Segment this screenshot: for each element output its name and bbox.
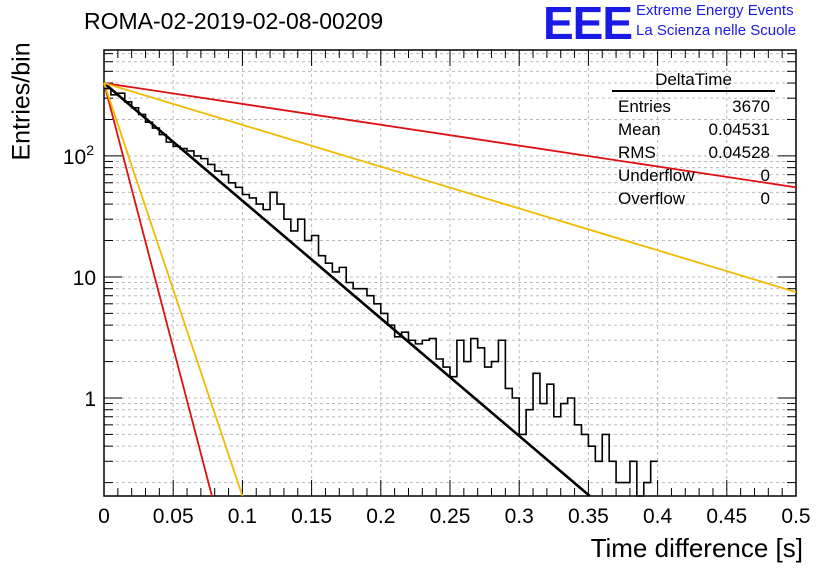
y-tick-labels: 1 10 102 (63, 142, 96, 411)
fit-line-black (103, 82, 591, 497)
fit-line-yellow-fast (103, 82, 244, 497)
x-tick-labels: 0 0.05 0.1 0.15 0.2 0.25 0.3 0.35 0.4 0.45 0.5 (98, 505, 810, 528)
fit-line-red-slow (103, 82, 797, 189)
stats-row: Overflow 0 (612, 187, 780, 210)
stats-row: Underflow 0 (612, 164, 780, 187)
stats-box: DeltaTime Entries 3670 Mean 0.04531 RMS 0.0… (612, 70, 780, 210)
fit-line-red-fast (103, 82, 213, 497)
stats-value: 0.04531 (708, 120, 770, 139)
stats-label: RMS (618, 143, 656, 162)
x-tick-label: 0.2 (366, 505, 395, 528)
y-tick-label: 102 (63, 142, 94, 169)
fit-line-yellow-slow (103, 82, 797, 293)
x-tick-label: 0.5 (781, 505, 810, 528)
x-tick-label: 0.15 (291, 505, 332, 528)
fit-curves (103, 82, 797, 497)
stats-row: RMS 0.04528 (612, 141, 780, 164)
stats-title: DeltaTime (612, 70, 775, 92)
axis-ticks (103, 50, 797, 496)
x-tick-label: 0.1 (228, 505, 257, 528)
x-tick-label: 0.35 (568, 505, 609, 528)
x-axis-label: Time difference [s] (590, 533, 803, 563)
run-title: ROMA-02-2019-02-08-00209 (84, 8, 384, 34)
stats-row: Entries 3670 (612, 95, 780, 118)
stats-value: 0 (760, 189, 770, 208)
stats-value: 3670 (732, 97, 770, 116)
grid-lines (104, 50, 796, 496)
x-tick-label: 0.3 (505, 505, 534, 528)
y-axis-label: Entries/bin (7, 42, 36, 161)
stats-label: Underflow (618, 166, 695, 185)
logo-line-1: Extreme Energy Events (636, 2, 794, 19)
x-tick-label: 0 (98, 505, 110, 528)
eee-logo: EEE (543, 0, 633, 49)
stats-label: Mean (618, 120, 661, 139)
y-tick-label: 10 (73, 267, 96, 290)
logo-line-2: La Scienza nelle Scuole (636, 22, 797, 39)
stats-value: 0 (760, 166, 770, 185)
stats-label: Overflow (618, 189, 686, 208)
x-tick-label: 0.45 (706, 505, 747, 528)
stats-label: Entries (618, 97, 671, 116)
y-tick-label: 1 (84, 388, 96, 411)
x-tick-label: 0.4 (643, 505, 673, 528)
histogram (104, 87, 658, 497)
x-tick-label: 0.05 (153, 505, 194, 528)
x-tick-label: 0.25 (430, 505, 471, 528)
stats-row: Mean 0.04531 (612, 118, 780, 141)
stats-value: 0.04528 (708, 143, 770, 162)
